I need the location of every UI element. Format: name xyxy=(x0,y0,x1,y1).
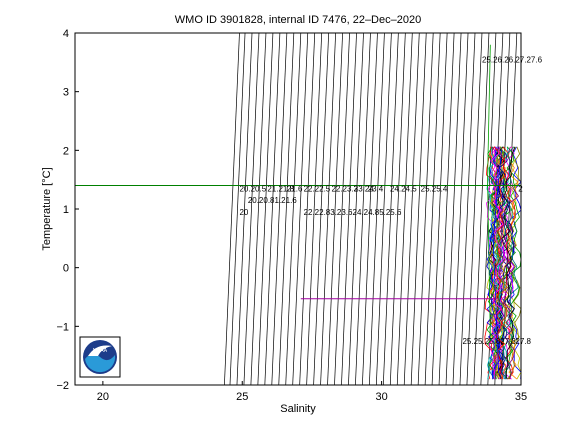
chart-title: WMO ID 3901828, internal ID 7476, 22–Dec… xyxy=(175,14,421,26)
isoline xyxy=(341,32,357,386)
isoline-labels: 20 20.20.5 20.20.81.21.6 21.21.821.6 22.22.5… xyxy=(239,55,542,346)
x-tick-label: 30 xyxy=(376,391,388,403)
isoline xyxy=(306,32,323,386)
isoline xyxy=(473,32,490,386)
isoline-label: 23.4 xyxy=(368,184,384,193)
isoline xyxy=(396,32,413,386)
isoline xyxy=(417,32,434,386)
isoline-label: 25.26.26.27.27.6 xyxy=(482,55,543,64)
isoline xyxy=(224,32,240,386)
isoline xyxy=(355,32,371,386)
x-tick-label: 25 xyxy=(236,391,248,403)
profile-trace xyxy=(492,150,502,374)
y-tick-label: −1 xyxy=(56,321,69,333)
plot-area: 20 20.20.5 20.20.81.21.6 21.21.821.6 22.22.5… xyxy=(74,32,543,386)
isoline-label: 20.20.81.21.6 xyxy=(248,196,297,205)
y-tick-label: 1 xyxy=(63,204,69,216)
isoline xyxy=(250,32,267,386)
isoline xyxy=(327,32,343,386)
isoline xyxy=(229,32,246,386)
isoline-label: 21.21.8 xyxy=(267,184,294,193)
y-tick-label: 4 xyxy=(63,28,69,40)
isoline xyxy=(466,32,483,386)
isoline-label: 25.25.25.827.3 xyxy=(462,337,516,346)
isoline xyxy=(278,32,295,386)
isoline xyxy=(299,32,316,386)
logo-wave-shape xyxy=(85,353,116,373)
isoline xyxy=(362,32,378,386)
isoline xyxy=(257,32,274,386)
isoline xyxy=(348,32,364,386)
isoline-label: 20 xyxy=(239,208,248,217)
isoline xyxy=(459,32,476,386)
isoline xyxy=(236,32,253,386)
y-tick-label: −2 xyxy=(56,380,69,392)
isoline-label: 27.8 xyxy=(515,337,531,346)
y-tick-label: 3 xyxy=(63,87,69,99)
isoline-label: 23.24 xyxy=(354,184,375,193)
isoline-label: 21.6 xyxy=(287,184,303,193)
isoline xyxy=(389,32,406,386)
isoline-label: 20.20.5 xyxy=(239,184,266,193)
x-axis-label: Salinity xyxy=(280,403,316,415)
plot-frame xyxy=(75,33,521,385)
isoline xyxy=(375,32,392,386)
isoline xyxy=(313,32,330,386)
isoline xyxy=(403,32,420,386)
isoline-label: 25.25.4 xyxy=(421,184,448,193)
noaa-logo: NOAA xyxy=(79,336,121,378)
isoline xyxy=(410,32,427,386)
logo-bird-shape xyxy=(88,345,112,356)
y-tick-label: 0 xyxy=(63,263,69,275)
y-axis-label: Temperature [°C] xyxy=(41,167,53,250)
isoline xyxy=(452,32,469,386)
logo-text: NOAA xyxy=(93,348,108,354)
y-tick-label: 2 xyxy=(63,145,69,157)
reference-lines xyxy=(75,185,521,300)
isoline xyxy=(292,32,309,386)
x-tick-label: 20 xyxy=(97,391,109,403)
isoline-label: 22.22.5 xyxy=(304,184,331,193)
isoline xyxy=(271,32,288,386)
isoline xyxy=(431,32,448,386)
x-axis: 20 25 30 35 xyxy=(97,381,527,403)
profile-trace xyxy=(487,44,491,339)
isoline xyxy=(382,32,399,386)
x-tick-label: 35 xyxy=(515,391,527,403)
isoline xyxy=(264,32,281,386)
isoline xyxy=(445,32,462,386)
isoline-label: 22.23.3 xyxy=(331,184,358,193)
isoline xyxy=(334,32,350,386)
isoline xyxy=(369,32,385,386)
isoline xyxy=(320,32,336,386)
isoline-label: 24.24.5 xyxy=(390,184,417,193)
isoline-label: 22.22.83.23.624.24.85.25.6 xyxy=(304,208,402,217)
isoline xyxy=(438,32,455,386)
isoline xyxy=(424,32,441,386)
isoline xyxy=(243,32,260,386)
isoline xyxy=(285,32,302,386)
y-axis: −2 −1 0 1 2 3 4 xyxy=(56,28,79,392)
